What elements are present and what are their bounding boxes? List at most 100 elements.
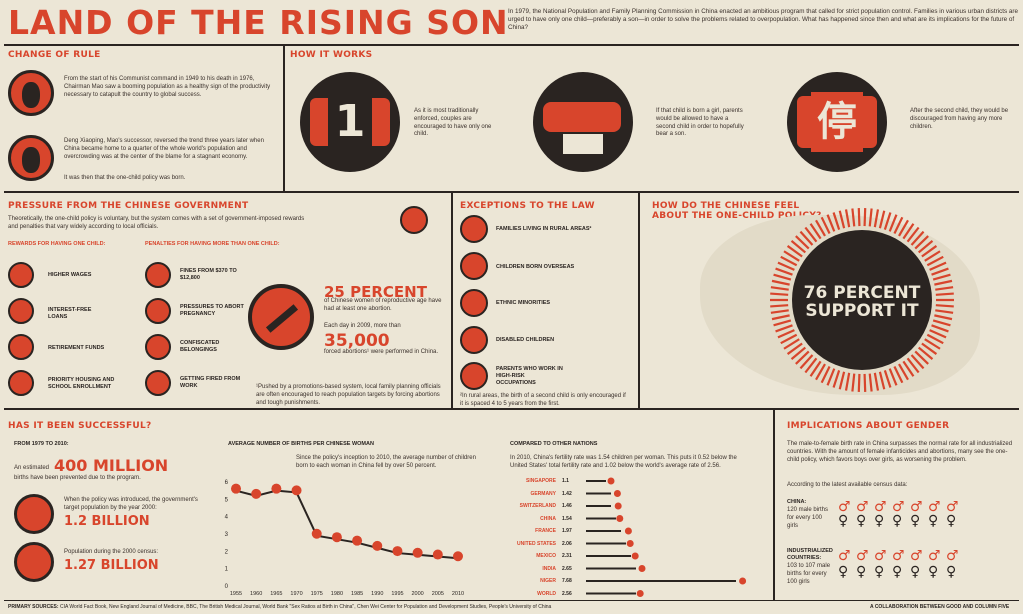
female-symbol-icon: ♀ — [892, 513, 903, 529]
industrialized-ratio: 103 to 107 male births for every 100 gir… — [787, 563, 831, 585]
y-tick-label: 4 — [225, 515, 229, 521]
x-tick-label: 2000 — [412, 591, 424, 597]
nation-name: WORLD — [537, 590, 556, 597]
male-symbol-icon: ♂ — [928, 548, 941, 564]
nation-marker — [636, 590, 644, 597]
footer-credit: A COLLABORATION BETWEEN GOOD AND COLUMN … — [870, 604, 1010, 610]
female-symbol-icon: ♀ — [838, 564, 849, 580]
nation-name: SINGAPORE — [525, 478, 556, 484]
nation-row: FRANCE 1.97 — [496, 528, 606, 535]
industrialized-label: INDUSTRIALIZED COUNTRIES: — [787, 548, 833, 562]
hammer-sickle-icon — [400, 206, 428, 234]
exception-label: FAMILIES LIVING IN RURAL AREAS² — [496, 226, 592, 232]
births-point — [231, 483, 241, 494]
x-tick-label: 1970 — [290, 591, 302, 597]
reward-label: PRIORITY HOUSING AND SCHOOL ENROLLMENT — [48, 377, 115, 391]
nation-row: SWITZERLAND 1.46 — [496, 503, 606, 510]
how-it-works-header: HOW IT WORKS — [290, 50, 373, 60]
x-tick-label: 1975 — [311, 591, 323, 597]
x-tick-label: 1965 — [270, 591, 282, 597]
female-symbol-icon: ♀ — [928, 513, 939, 529]
penalty-label: FINES FROM $370 TO $12,800 — [180, 268, 237, 282]
yen-icon — [8, 334, 34, 360]
female-symbol-icon: ♀ — [874, 513, 885, 529]
y-tick-label: 6 — [225, 480, 229, 486]
nation-name: NIGER — [540, 578, 556, 584]
births-text: Since the policy's inception to 2010, th… — [296, 455, 476, 469]
penalty-label: CONFISCATED BELONGINGS — [180, 340, 220, 354]
census-big: 1.27 BILLION — [64, 558, 159, 573]
births-line — [235, 489, 459, 560]
compare-header: COMPARED TO OTHER NATIONS — [510, 441, 598, 447]
disabled-icon — [460, 326, 488, 354]
penalty-label: PRESSURES TO ABORT PREGNANCY — [180, 304, 244, 318]
nation-row: GERMANY 1.42 — [496, 491, 606, 498]
nation-marker — [638, 565, 646, 572]
exceptions-header: EXCEPTIONS TO THE LAW — [460, 201, 595, 211]
male-symbol-icon: ♂ — [856, 548, 869, 564]
nation-name: CHINA — [540, 515, 556, 522]
footer-sources: PRIMARY SOURCES: CIA World Fact Book, Ne… — [8, 604, 551, 611]
heartbeat-icon — [145, 298, 171, 324]
male-symbol-icon: ♂ — [910, 548, 923, 564]
x-tick-label: 1990 — [371, 591, 383, 597]
births-point — [352, 535, 363, 546]
abortions-big: 35,000 — [324, 331, 390, 351]
compare-text: In 2010, China's fertility rate was 1.54… — [510, 455, 737, 469]
loan-icon — [8, 298, 34, 324]
minorities-icon — [460, 289, 488, 317]
mao-portrait-icon — [8, 70, 54, 116]
nation-value: 2.56 — [562, 590, 572, 597]
nation-name: INDIA — [542, 565, 556, 572]
penalty-label: GETTING FIRED FROM WORK — [180, 376, 241, 390]
births-point — [392, 546, 403, 557]
nation-row: CHINA 1.54 — [496, 516, 606, 523]
y-tick-label: 0 — [225, 584, 229, 590]
china-ratio: 120 male births for every 100 girls — [787, 507, 829, 529]
y-tick-label: 3 — [225, 532, 229, 538]
births-point — [432, 549, 443, 560]
boot-icon — [145, 370, 171, 396]
pct-big: 25 PERCENT — [324, 283, 427, 301]
female-symbol-icon: ♀ — [946, 564, 957, 580]
step2-text: If that child is born a girl, parents wo… — [656, 108, 744, 138]
births-point — [331, 532, 342, 543]
star-icon — [8, 370, 34, 396]
nation-row: NIGER 7.68 — [496, 578, 606, 585]
male-symbol-icon: ♂ — [874, 499, 887, 515]
nation-marker — [624, 527, 632, 535]
born-text: It was then that the one-child policy wa… — [64, 175, 186, 181]
step3-glyph: 停 — [811, 92, 863, 152]
exception-label: DISABLED CHILDREN — [496, 337, 555, 343]
million-text: births have been prevented due to the pr… — [14, 475, 141, 481]
target-text: When the policy was introduced, the gove… — [64, 497, 198, 511]
target-big: 1.2 BILLION — [64, 514, 150, 529]
male-symbol-icon: ♂ — [892, 548, 905, 564]
gender-header: IMPLICATIONS ABOUT GENDER — [787, 421, 950, 431]
syringe-icon — [248, 284, 314, 350]
money-icon — [145, 262, 171, 288]
second-child-icon — [533, 72, 633, 172]
overseas-icon — [460, 252, 488, 280]
y-tick-label: 1 — [225, 567, 229, 573]
stop-icon: 停 — [787, 72, 887, 172]
births-point — [453, 551, 463, 562]
divider — [638, 193, 640, 408]
female-symbol-icon: ♀ — [856, 564, 867, 580]
deng-text: Deng Xiaoping, Mao's successor, reversed… — [64, 138, 264, 160]
reward-label: HIGHER WAGES — [48, 272, 92, 278]
change-of-rule-header: CHANGE OF RULE — [8, 50, 101, 60]
page-title: LAND OF THE RISING SON — [8, 3, 509, 42]
divider — [4, 191, 1019, 193]
scissors-icon — [145, 334, 171, 360]
success-header: HAS IT BEEN SUCCESSFUL? — [8, 421, 152, 431]
female-symbol-icon: ♀ — [856, 513, 867, 529]
census-text: Population during the 2000 census: — [64, 549, 159, 555]
births-header: AVERAGE NUMBER OF BIRTHS PER CHINESE WOM… — [228, 441, 374, 447]
nation-marker — [614, 502, 622, 510]
nation-name: MEXICO — [536, 553, 556, 559]
male-symbol-icon: ♂ — [946, 548, 959, 564]
feel-header-line1: HOW DO THE CHINESE FEEL — [652, 201, 800, 211]
abortions-text: forced abortions¹ were performed in Chin… — [324, 349, 439, 355]
support-big-line1: 76 PERCENT — [803, 283, 921, 303]
